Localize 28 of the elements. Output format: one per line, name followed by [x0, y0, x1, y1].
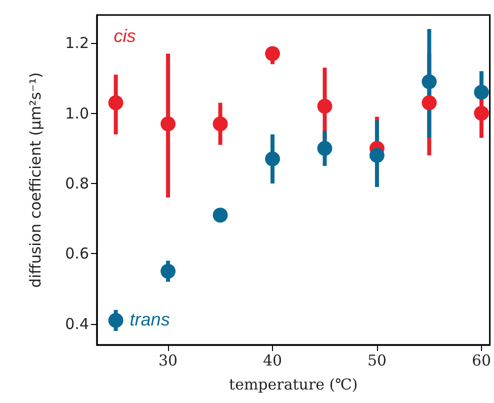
point — [265, 151, 280, 166]
x-axis-title: temperature (℃) — [229, 376, 358, 394]
text: cis — [114, 26, 136, 46]
point — [422, 95, 437, 110]
y-tick-label: 1.0 — [65, 104, 89, 122]
point — [160, 264, 176, 279]
point — [317, 98, 332, 114]
point — [317, 140, 332, 156]
x-tick-label: 60 — [472, 352, 492, 370]
point — [108, 95, 124, 110]
x-tick-label: 50 — [367, 352, 387, 370]
point — [370, 148, 384, 163]
point — [474, 84, 489, 100]
point — [108, 312, 124, 328]
point — [422, 74, 437, 90]
x-tick-label: 30 — [158, 352, 178, 370]
x-tick-label: 40 — [262, 352, 282, 370]
y-axis-title: diffusion coefficient (μm²s⁻¹) — [26, 72, 44, 288]
y-tick-label: 0.8 — [65, 174, 89, 193]
point — [474, 106, 489, 121]
y-tick-label: 0.4 — [65, 314, 89, 333]
y-tick-label: 1.2 — [65, 34, 89, 52]
point — [212, 208, 228, 223]
y-tick-label: 0.6 — [65, 244, 89, 263]
point — [265, 46, 280, 62]
point — [160, 116, 176, 132]
point — [212, 116, 228, 132]
series-label: trans — [130, 309, 170, 330]
